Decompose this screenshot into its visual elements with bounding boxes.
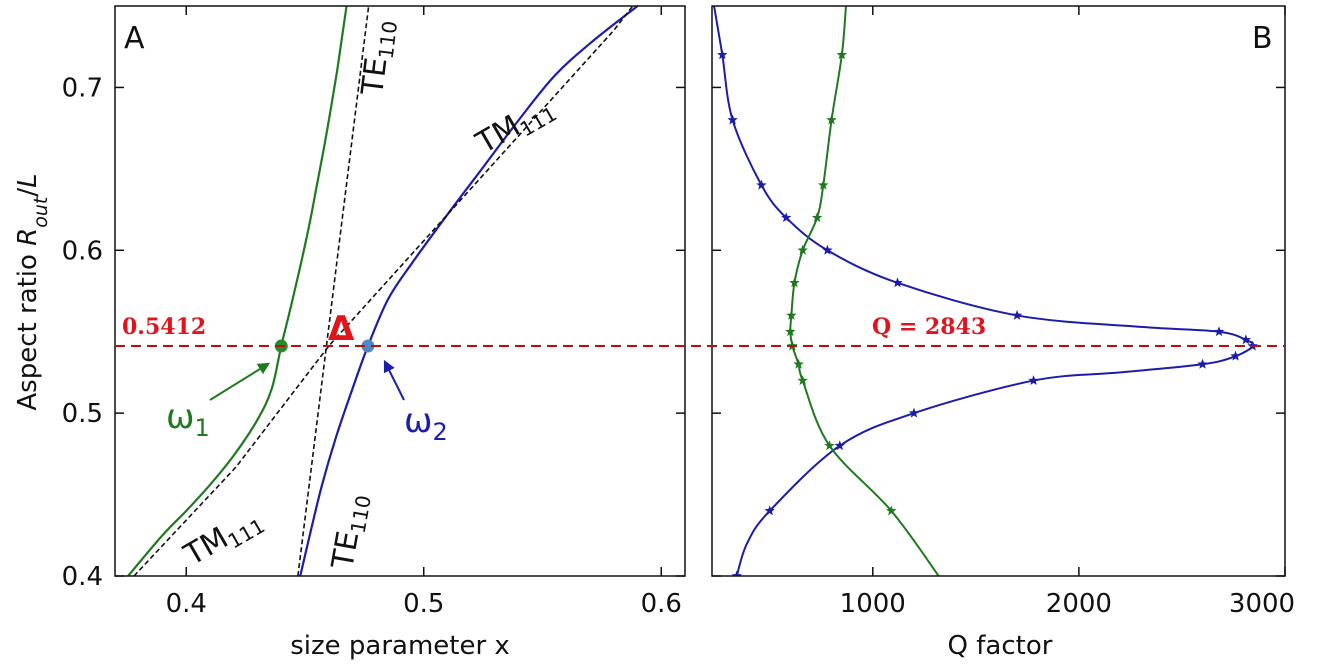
omega2-arrow [385,362,404,400]
x-tick-label-a: 0.6 [641,589,682,619]
series-omega1-line [128,6,347,576]
omega1-arrow [210,364,268,400]
series-q_blue-marker [1230,351,1240,361]
series-q_blue-marker [909,408,919,418]
series-q_blue-marker [1214,326,1224,336]
x-axis-title-b: Q factor [948,631,1053,661]
omega1-annotation: ω1 [166,364,268,442]
x-tick-label-a: 0.4 [166,589,207,619]
y-tick-label: 0.5 [62,399,103,429]
panel-a: 0.4 0.5 0.6 0.4 0.5 0.6 0.7 A Aspect ratio Rou… [13,6,685,661]
tm111-upper-label: TM111 [470,89,561,164]
series-q_blue-line [714,6,1253,576]
tm111-lower-label: TM111 [178,501,269,576]
panel-b: 1000 2000 3000 B Q factor Q = 2843 [712,6,1295,661]
omega2-annotation: ω2 [385,362,448,446]
series-q_blue-marker [1241,334,1251,344]
series-q_blue-marker [756,180,766,190]
x-axis-title-a: size parameter x [290,631,510,661]
x-tick-label-a: 0.5 [403,589,444,619]
y-tick-label: 0.4 [62,562,103,592]
ratio-value-label: 0.5412 [122,314,206,340]
series-omega2-line [300,6,637,576]
te110-lower-label: TE110 [325,491,376,573]
te110-upper-label: TE110 [355,18,402,99]
omega1-label: ω1 [166,397,210,442]
panel-a-label: A [124,21,145,56]
series-q_blue-marker [892,277,902,287]
series-q_blue-marker [1028,375,1038,385]
omega2-label: ω2 [404,401,448,446]
y-tick-label: 0.7 [62,73,103,103]
panel-b-label: B [1252,21,1273,56]
delta-label: Δ [328,309,355,349]
series-q_blue-marker [1012,310,1022,320]
q-value-label: Q = 2843 [872,314,986,340]
panel-a-frame [115,6,685,576]
x-tick-label-b: 3000 [1229,589,1295,619]
y-tick-label: 0.6 [62,236,103,266]
y-axis-title: Aspect ratio Rout/L [13,173,52,410]
x-tick-label-b: 1000 [840,589,906,619]
series-q_green-line [790,6,938,576]
panel-b-frame [712,6,1285,576]
x-tick-label-b: 2000 [1046,589,1112,619]
series-q_blue-marker [1197,359,1207,369]
